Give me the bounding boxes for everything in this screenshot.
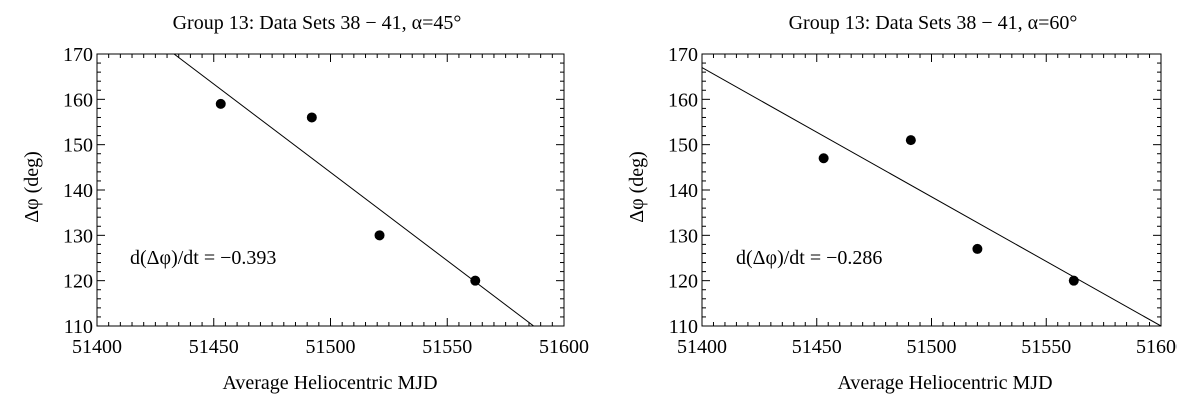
chart-title: Group 13: Data Sets 38 − 41, α=60° bbox=[789, 12, 1078, 34]
y-tick-label: 160 bbox=[63, 89, 93, 111]
data-point bbox=[374, 230, 385, 241]
plot-frame bbox=[701, 53, 1162, 327]
y-tick-label: 130 bbox=[668, 225, 698, 247]
y-tick-label: 150 bbox=[668, 135, 698, 157]
data-point bbox=[470, 275, 481, 286]
slope-annotation: d(Δφ)/dt = −0.393 bbox=[130, 247, 276, 269]
y-tick-label: 110 bbox=[64, 316, 93, 338]
x-tick-label: 51500 bbox=[907, 336, 957, 358]
fit-line bbox=[173, 54, 534, 326]
data-point bbox=[1068, 275, 1079, 286]
x-tick-label: 51400 bbox=[72, 336, 122, 358]
x-tick-label: 51550 bbox=[422, 336, 472, 358]
y-axis-label: Δφ (deg) bbox=[626, 151, 648, 223]
y-axis-label: Δφ (deg) bbox=[21, 151, 43, 223]
x-axis-label: Average Heliocentric MJD bbox=[837, 372, 1052, 394]
data-point bbox=[215, 98, 226, 109]
y-tick-label: 170 bbox=[668, 44, 698, 66]
y-tick-label: 130 bbox=[63, 225, 93, 247]
y-tick-label: 170 bbox=[63, 44, 93, 66]
y-tick-label: 120 bbox=[63, 271, 93, 293]
chart-title: Group 13: Data Sets 38 − 41, α=45° bbox=[173, 12, 462, 34]
data-point bbox=[905, 135, 916, 146]
x-tick-label: 51550 bbox=[1021, 336, 1071, 358]
x-tick-label: 51600 bbox=[1136, 336, 1177, 358]
y-tick-label: 140 bbox=[668, 180, 698, 202]
y-tick-label: 110 bbox=[669, 316, 698, 338]
data-point bbox=[306, 112, 317, 123]
data-point bbox=[972, 243, 983, 254]
x-tick-label: 51450 bbox=[189, 336, 239, 358]
x-tick-label: 51500 bbox=[306, 336, 356, 358]
fit-line bbox=[702, 67, 1161, 326]
y-tick-label: 160 bbox=[668, 89, 698, 111]
y-tick-label: 150 bbox=[63, 135, 93, 157]
x-tick-label: 51600 bbox=[539, 336, 589, 358]
chart-panel-alpha-60: Group 13: Data Sets 38 − 41, α=60° Avera… bbox=[626, 12, 1177, 394]
slope-annotation: d(Δφ)/dt = −0.286 bbox=[736, 247, 882, 269]
chart-panel-alpha-45: Group 13: Data Sets 38 − 41, α=45° Avera… bbox=[21, 12, 589, 394]
x-tick-label: 51400 bbox=[677, 336, 727, 358]
plot-frame bbox=[96, 53, 565, 327]
x-tick-label: 51450 bbox=[792, 336, 842, 358]
y-tick-label: 140 bbox=[63, 180, 93, 202]
y-tick-label: 120 bbox=[668, 271, 698, 293]
data-point bbox=[818, 153, 829, 164]
x-axis-label: Average Heliocentric MJD bbox=[222, 372, 437, 394]
